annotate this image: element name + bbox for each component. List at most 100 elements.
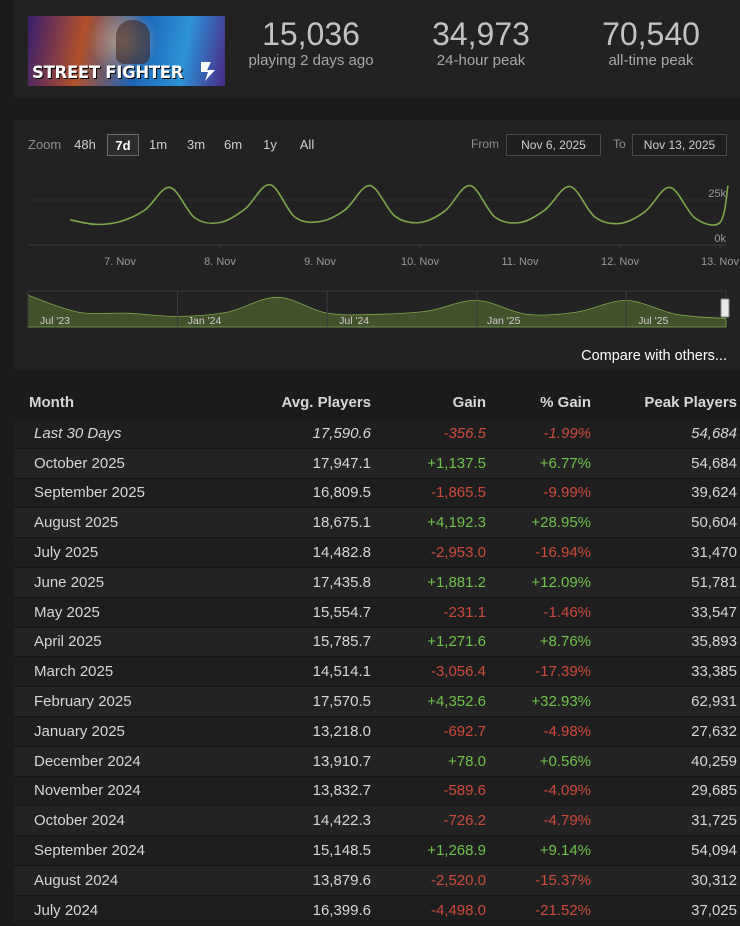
cell-month: October 2025	[14, 448, 229, 479]
col-header-pct-gain[interactable]: % Gain	[540, 393, 591, 411]
zoom-7d-button[interactable]: 7d	[107, 134, 139, 156]
cell-gain: -726.2	[371, 805, 486, 836]
from-label: From	[471, 137, 499, 151]
cell-avg-players: 17,947.1	[229, 448, 371, 479]
cell-avg-players: 16,399.6	[229, 895, 371, 926]
x-tick-label: 11. Nov	[501, 256, 539, 268]
day-peak-label: 24-hour peak	[436, 52, 526, 69]
cell-peak-players: 33,385	[591, 656, 740, 687]
cell-pct-gain: -4.98%	[486, 716, 591, 747]
table-row: March 2025 14,514.1 -3,056.4 -17.39% 33,385	[14, 656, 740, 687]
navigator-range-handle[interactable]	[720, 298, 730, 318]
cell-month: January 2025	[14, 716, 229, 747]
cell-gain: -1,865.5	[371, 478, 486, 508]
cell-gain: -2,520.0	[371, 865, 486, 896]
to-date-input[interactable]	[632, 134, 727, 156]
banner-logo-text: STREET FIGHTER	[32, 63, 184, 82]
cell-avg-players: 15,554.7	[229, 597, 371, 628]
cell-gain: +1,268.9	[371, 835, 486, 866]
cell-month: August 2024	[14, 865, 229, 896]
zoom-6m-button[interactable]: 6m	[223, 137, 243, 152]
cell-avg-players: 13,910.7	[229, 746, 371, 777]
cell-pct-gain: -1.99%	[486, 419, 591, 449]
cell-pct-gain: +32.93%	[486, 686, 591, 717]
all-time-peak-label: all-time peak	[608, 52, 694, 69]
x-tick-label: 12. Nov	[601, 256, 639, 268]
cell-month: August 2025	[14, 507, 229, 538]
table-row: July 2025 14,482.8 -2,953.0 -16.94% 31,470	[14, 537, 740, 568]
cell-avg-players: 14,514.1	[229, 656, 371, 687]
x-tick-label: 7. Nov	[104, 256, 136, 268]
zoom-all-button[interactable]: All	[299, 137, 315, 152]
zoom-label: Zoom	[28, 137, 62, 152]
table-row: December 2024 13,910.7 +78.0 +0.56% 40,259	[14, 746, 740, 777]
compare-with-others-link[interactable]: Compare with others...	[581, 348, 727, 364]
cell-peak-players: 35,893	[591, 627, 740, 657]
y-tick-label: 0k	[714, 233, 726, 245]
navigator-tick-label: Jan '24	[188, 315, 222, 327]
cell-avg-players: 14,422.3	[229, 805, 371, 836]
cell-gain: -356.5	[371, 419, 486, 449]
zoom-1y-button[interactable]: 1y	[263, 137, 277, 152]
cell-gain: +1,271.6	[371, 627, 486, 657]
player-count-line-chart[interactable]: 0k 25k 7. Nov 8. Nov 9. Nov 10. Nov 11. Nov 12.…	[14, 165, 740, 325]
all-time-peak-stat: 70,540 all-time peak	[566, 16, 736, 69]
cell-peak-players: 30,312	[591, 865, 740, 896]
y-tick-label: 25k	[708, 188, 726, 200]
cell-month: Last 30 Days	[14, 419, 229, 449]
cell-gain: -589.6	[371, 776, 486, 806]
x-tick-label: 13. Nov	[701, 256, 739, 268]
cell-gain: -2,953.0	[371, 537, 486, 568]
cell-peak-players: 50,604	[591, 507, 740, 538]
cell-avg-players: 17,435.8	[229, 567, 371, 598]
zoom-1m-button[interactable]: 1m	[148, 137, 168, 152]
cell-gain: -692.7	[371, 716, 486, 747]
cell-pct-gain: -4.79%	[486, 805, 591, 836]
from-date-input[interactable]	[506, 134, 601, 156]
cell-month: September 2025	[14, 478, 229, 508]
cell-month: December 2024	[14, 746, 229, 777]
cell-pct-gain: +28.95%	[486, 507, 591, 538]
banner-character	[116, 20, 150, 64]
cell-pct-gain: -16.94%	[486, 537, 591, 568]
zoom-48h-button[interactable]: 48h	[74, 137, 96, 152]
cell-month: November 2024	[14, 776, 229, 806]
all-time-peak-value: 70,540	[602, 16, 700, 52]
cell-avg-players: 18,675.1	[229, 507, 371, 538]
zoom-3m-button[interactable]: 3m	[186, 137, 206, 152]
navigator-tick-label: Jul '23	[40, 315, 70, 327]
cell-peak-players: 54,684	[591, 419, 740, 449]
col-header-peak-players[interactable]: Peak Players	[644, 393, 737, 411]
table-row: August 2024 13,879.6 -2,520.0 -15.37% 30,312	[14, 865, 740, 896]
table-row: April 2025 15,785.7 +1,271.6 +8.76% 35,893	[14, 627, 740, 657]
cell-peak-players: 62,931	[591, 686, 740, 717]
players-series-line[interactable]	[69, 183, 729, 226]
table-row: October 2025 17,947.1 +1,137.5 +6.77% 54,684	[14, 448, 740, 479]
current-players-stat: 15,036 playing 2 days ago	[226, 16, 396, 69]
cell-pct-gain: +8.76%	[486, 627, 591, 657]
col-header-month[interactable]: Month	[29, 393, 74, 411]
col-header-avg-players[interactable]: Avg. Players	[281, 393, 372, 411]
cell-peak-players: 31,470	[591, 537, 740, 568]
x-tick-label: 10. Nov	[401, 256, 439, 268]
col-header-gain[interactable]: Gain	[452, 393, 486, 411]
cell-gain: -3,056.4	[371, 656, 486, 687]
cell-gain: +1,137.5	[371, 448, 486, 479]
cell-avg-players: 17,590.6	[229, 419, 371, 449]
cell-month: July 2024	[14, 895, 229, 926]
cell-avg-players: 14,482.8	[229, 537, 371, 568]
cell-month: September 2024	[14, 835, 229, 866]
cell-peak-players: 39,624	[591, 478, 740, 508]
player-chart-panel: Zoom 48h 7d 1m 3m 6m 1y All From To 0k 25…	[14, 120, 740, 370]
cell-pct-gain: -4.09%	[486, 776, 591, 806]
stats-header: STREET FIGHTER 15,036 playing 2 days ago…	[14, 0, 740, 98]
timeline-navigator[interactable]: Jul '23 Jan '24 Jul '24 Jan '25 Jul '25	[14, 287, 740, 332]
cell-month: March 2025	[14, 656, 229, 687]
cell-gain: +78.0	[371, 746, 486, 777]
table-row: January 2025 13,218.0 -692.7 -4.98% 27,632	[14, 716, 740, 747]
game-banner[interactable]: STREET FIGHTER	[28, 16, 225, 86]
cell-month: October 2024	[14, 805, 229, 836]
cell-peak-players: 54,684	[591, 448, 740, 479]
cell-peak-players: 27,632	[591, 716, 740, 747]
table-row: June 2025 17,435.8 +1,881.2 +12.09% 51,781	[14, 567, 740, 598]
